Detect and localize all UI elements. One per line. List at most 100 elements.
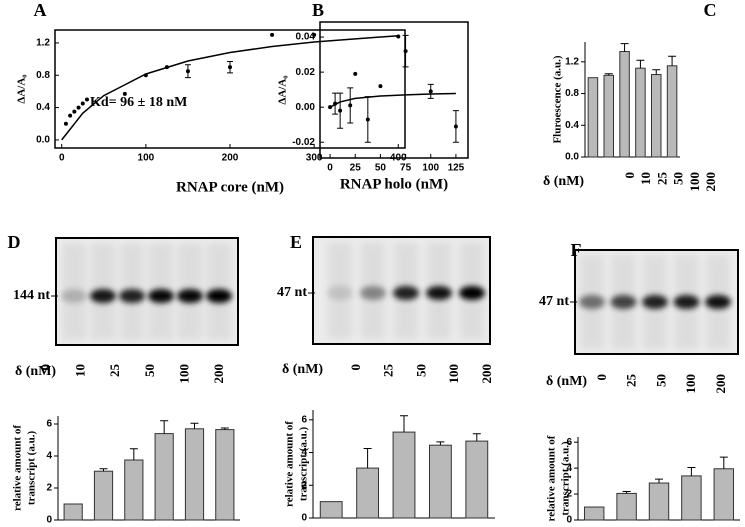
gel-band — [177, 289, 203, 303]
panel-label: C — [704, 0, 717, 20]
data-point — [80, 101, 85, 106]
bar — [603, 74, 614, 158]
panel-label: B — [312, 0, 324, 20]
error-bar — [687, 466, 696, 476]
data-point — [396, 34, 401, 39]
y-axis-label: transcript (a.u.) — [298, 427, 310, 502]
gel-band — [426, 286, 452, 300]
data-point — [378, 84, 383, 89]
y-tick-label: 0 — [46, 515, 52, 526]
data-point — [143, 73, 148, 78]
y-tick-label: 0.0 — [36, 135, 50, 146]
x-tick-label: 300 — [306, 153, 323, 164]
y-tick-label: 0.4 — [36, 102, 50, 113]
data-point — [72, 109, 77, 114]
data-point — [185, 69, 190, 74]
data-point — [228, 65, 232, 70]
y-axis-label: transcript (a.u.) — [26, 431, 38, 506]
error-bar — [363, 447, 372, 469]
bar — [428, 444, 452, 519]
y-tick-label: 0.02 — [296, 67, 316, 78]
y-tick-label: -0.02 — [292, 137, 315, 148]
category-label: 50 — [142, 364, 157, 377]
gel-band — [90, 289, 116, 303]
x-axis-label: RNAP holo (nM) — [340, 176, 448, 192]
category-label: 10 — [638, 172, 653, 185]
category-label: 0 — [594, 374, 609, 381]
gel-bands — [327, 242, 485, 339]
y-tick-label: 2 — [46, 483, 52, 494]
category-label: 0 — [348, 364, 363, 371]
panel-label: F — [571, 240, 582, 260]
fit-curve — [61, 34, 399, 141]
error-bar — [436, 441, 445, 446]
x-tick-label: 75 — [400, 163, 412, 174]
category-label: 200 — [211, 364, 226, 384]
category-label: 25 — [107, 364, 122, 378]
category-label: 100 — [446, 364, 461, 384]
y-tick-label: 0 — [301, 513, 307, 524]
error-bar — [668, 55, 677, 66]
category-label: 10 — [73, 364, 88, 377]
category-label: 0 — [622, 172, 637, 179]
x-tick-label: 100 — [422, 163, 439, 174]
x-tick-label: 125 — [448, 163, 465, 174]
band-label: 47 nt — [539, 294, 569, 309]
category-label: 50 — [413, 364, 428, 377]
category-label: 25 — [624, 374, 639, 388]
gel-band — [459, 286, 485, 300]
gel-band — [148, 289, 174, 303]
gel-frame — [312, 236, 491, 345]
data-point — [453, 124, 458, 129]
bar — [63, 503, 83, 521]
error-bar — [160, 420, 169, 434]
y-axis-label: relative amount of — [284, 421, 296, 507]
y-tick-label: 2 — [301, 480, 307, 491]
bar — [154, 433, 174, 521]
x-tick-label: 0 — [327, 163, 333, 174]
annotation: Kd= 96 ± 18 nM — [90, 95, 187, 110]
data-point — [328, 105, 333, 110]
y-axis-label: relative amount of — [12, 425, 24, 511]
bar — [356, 467, 380, 519]
gel-band — [61, 289, 87, 303]
y-tick-label: 4 — [301, 447, 307, 458]
data-point — [353, 71, 358, 76]
bar — [465, 440, 489, 519]
bar — [93, 470, 114, 521]
y-axis-label: transcript (a.u.) — [560, 441, 572, 516]
bar — [681, 475, 702, 521]
error-bar — [636, 59, 645, 69]
category-label: 50 — [653, 374, 668, 387]
x-axis-label: δ (nM) — [543, 174, 584, 189]
bar — [124, 459, 144, 521]
y-tick-label: 4 — [566, 463, 572, 474]
plot-frame — [54, 29, 406, 149]
bar — [392, 431, 416, 519]
bar — [616, 492, 637, 521]
x-tick-label: 25 — [350, 163, 362, 174]
plot-frame — [319, 21, 469, 159]
gel-band — [610, 295, 637, 309]
y-tick-label: 6 — [301, 414, 307, 425]
y-tick-label: 2 — [566, 489, 572, 500]
y-axis-label: Fluroescence (a.u.) — [552, 55, 564, 143]
bar — [648, 482, 670, 521]
gel-bands — [61, 243, 232, 340]
gel-band — [206, 289, 232, 303]
panel-label: D — [8, 232, 21, 252]
error-bar — [604, 73, 613, 76]
y-tick-label: 6 — [566, 437, 572, 448]
error-bar — [472, 433, 481, 442]
data-point — [68, 113, 73, 118]
bar — [583, 506, 605, 521]
category-label: 100 — [683, 374, 698, 394]
x-tick-label: 50 — [375, 163, 387, 174]
x-axis-label: δ (nM) — [546, 374, 587, 389]
data-point — [338, 108, 343, 113]
error-bar — [655, 478, 663, 484]
category-label: 100 — [176, 364, 191, 384]
bar — [184, 428, 205, 521]
x-axis-label: δ (nM) — [282, 362, 323, 377]
data-point — [84, 97, 89, 102]
